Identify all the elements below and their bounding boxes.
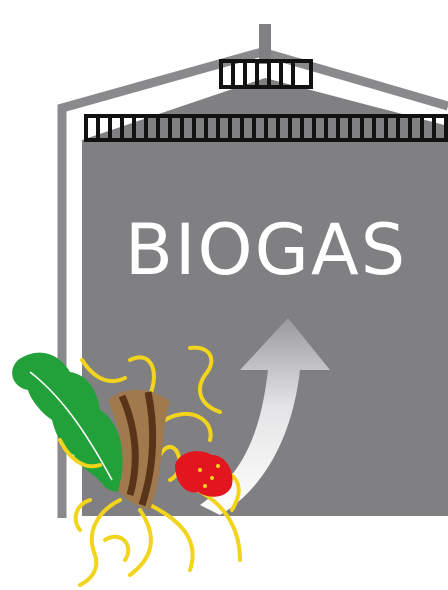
page: BIOGAS (() => { const data = JSON.parse(… xyxy=(0,0,448,590)
biogas-illustration: BIOGAS xyxy=(0,0,448,590)
biogas-label: BIOGAS xyxy=(125,209,407,291)
silo-chimney xyxy=(259,24,271,64)
